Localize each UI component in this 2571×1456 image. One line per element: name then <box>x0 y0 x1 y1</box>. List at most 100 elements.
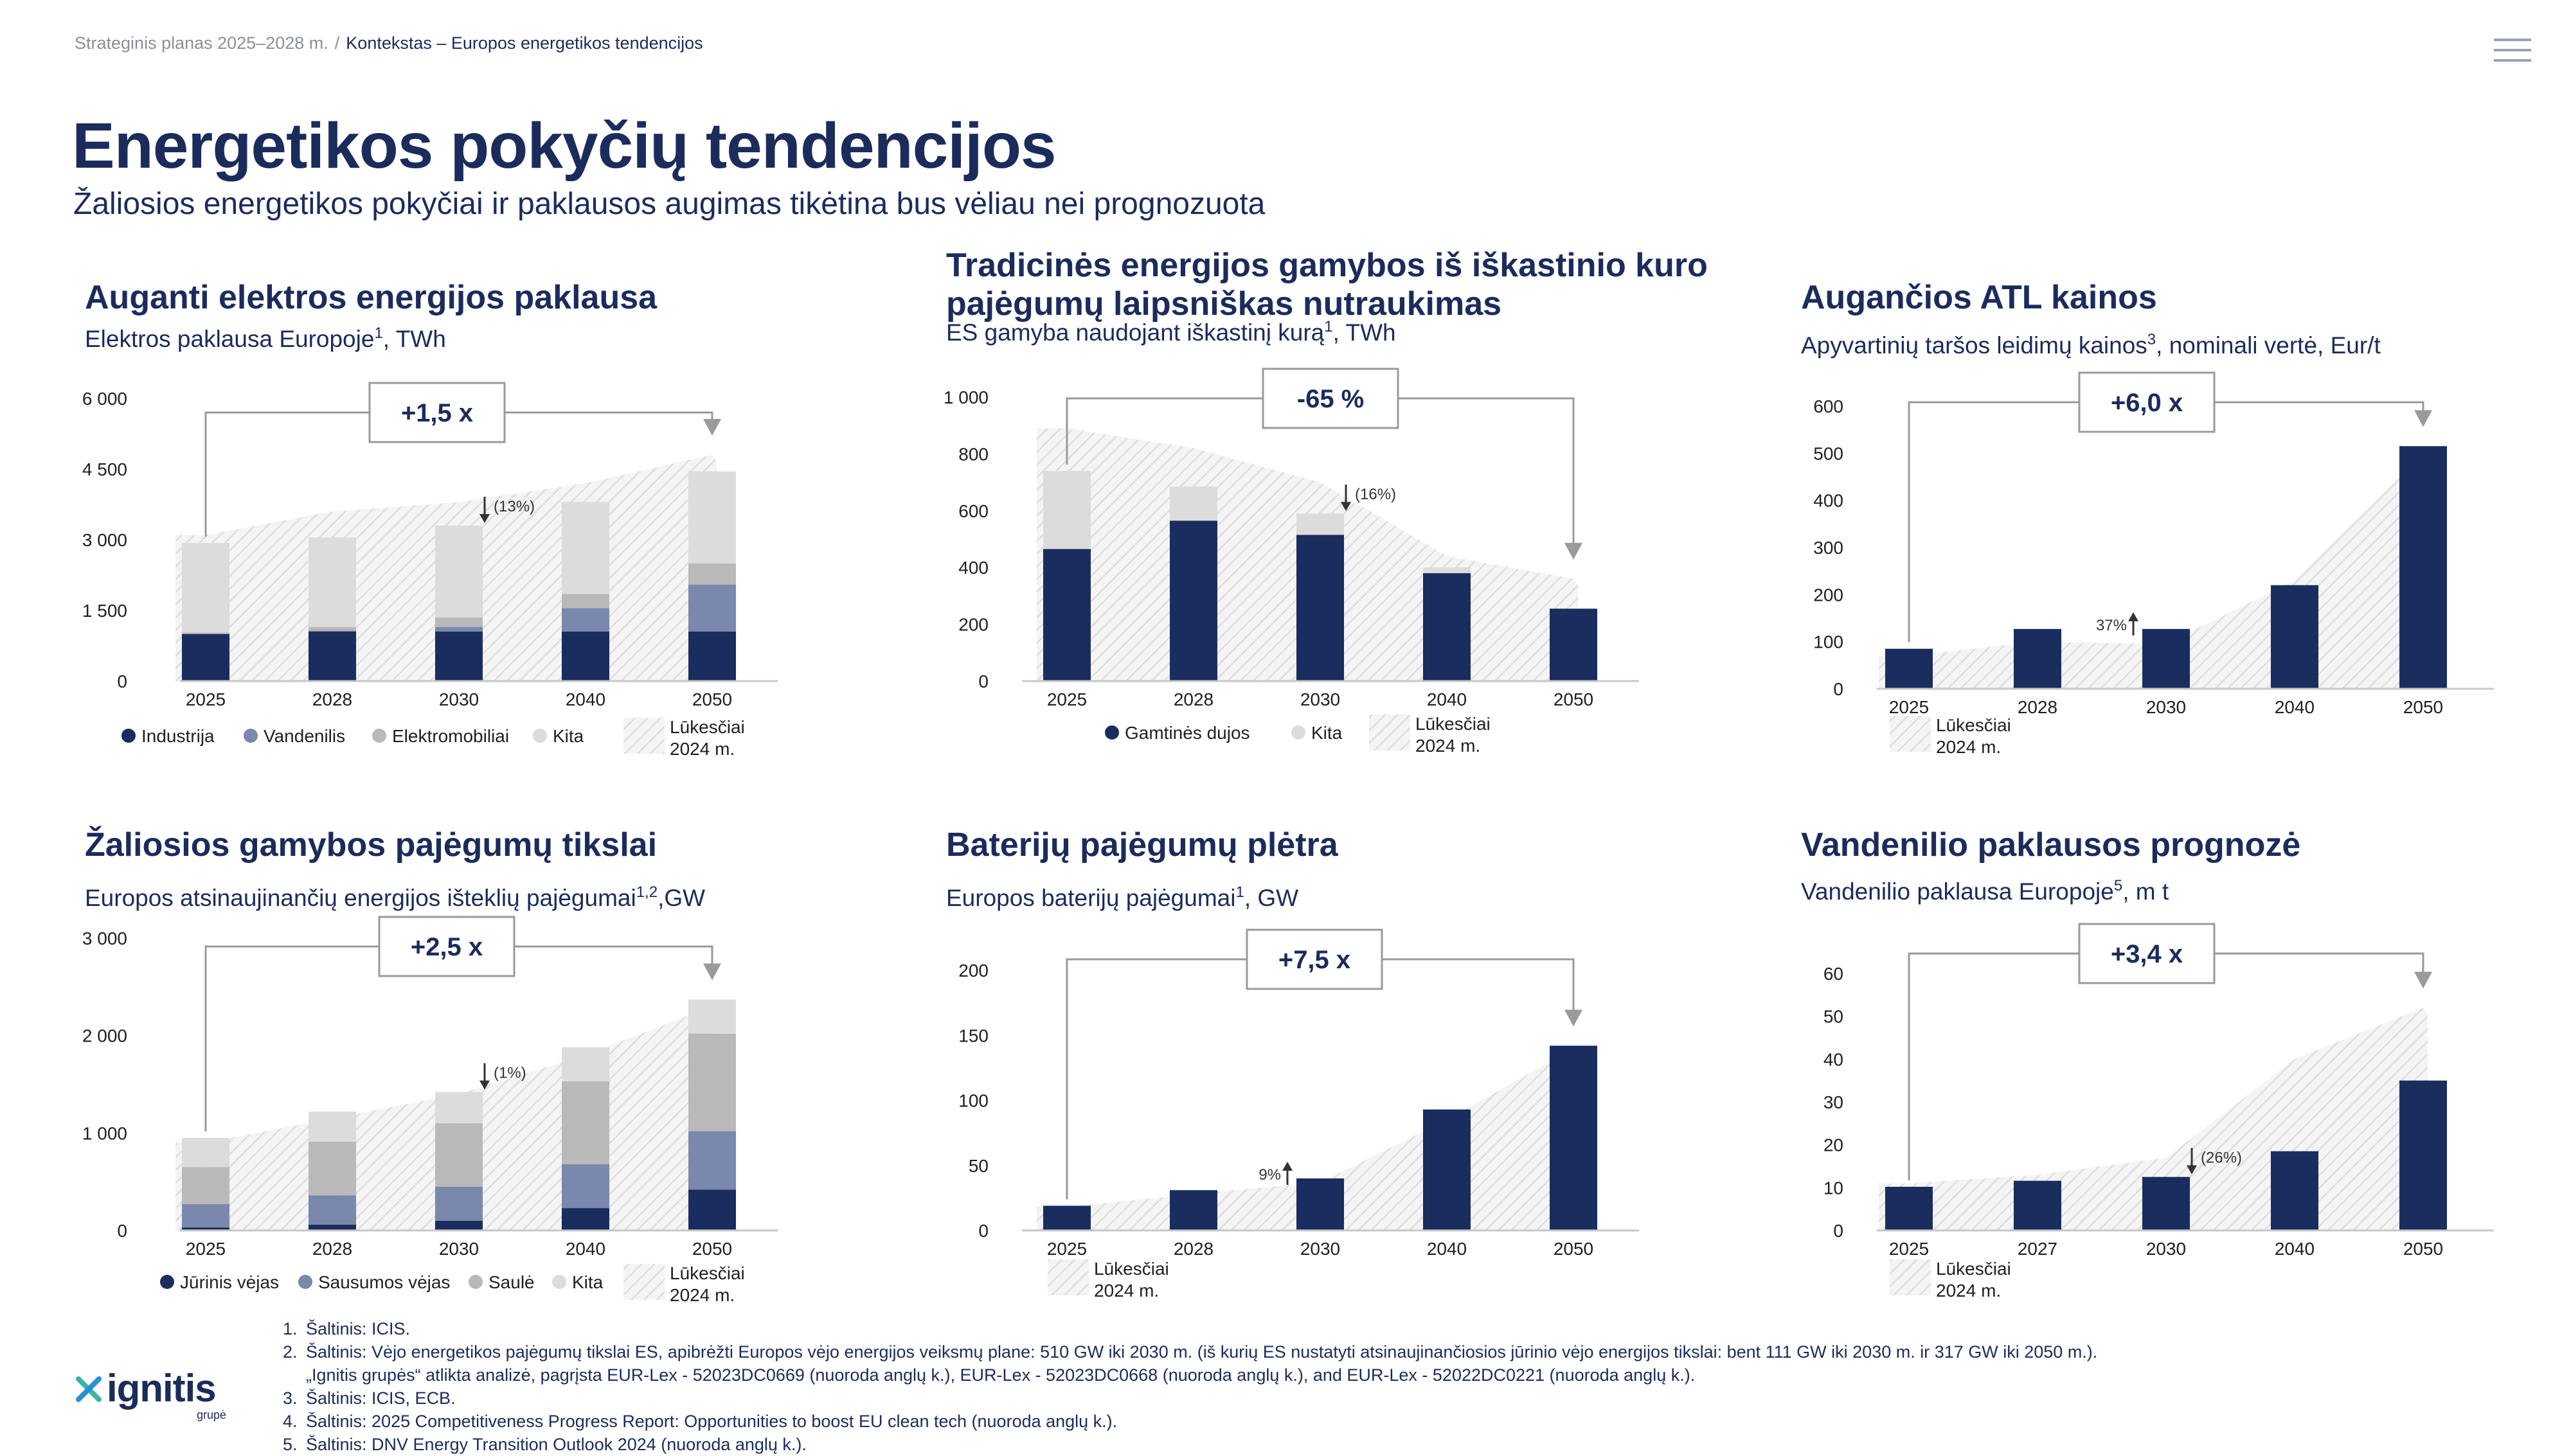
bar-2040-Industrija <box>562 632 609 681</box>
bar-2030-Elektromobiliai <box>435 617 483 627</box>
growth-label: +6,0 x <box>2111 389 2183 417</box>
legend-expectation-label: 2024 m. <box>1936 737 2001 757</box>
bar-2050-Kita <box>688 999 736 1034</box>
legend-label: Industrija <box>141 726 215 746</box>
legend-expectation-label: Lūkesčiai <box>1936 715 2011 735</box>
bar-2050 <box>2399 1080 2447 1230</box>
legend-label: Kita <box>572 1272 604 1292</box>
x-tick-label: 2050 <box>2403 1239 2443 1259</box>
growth-label-box <box>2078 371 2216 433</box>
legend-label: Vandenilis <box>264 726 345 746</box>
x-tick-label: 2025 <box>186 689 226 709</box>
y-tick-label: 50 <box>969 1156 989 1176</box>
bar-2028-Vandenilis <box>309 630 356 632</box>
bar-2025-Kita <box>182 1137 229 1167</box>
legend-expectation-label: Lūkesčiai <box>1415 714 1491 734</box>
chart-subtitle: ES gamyba naudojant iškastinį kurą1, TWh <box>946 318 1396 346</box>
bar-2025-Saulė <box>182 1167 229 1205</box>
legend-expectation-label: 2024 m. <box>1415 736 1480 756</box>
y-tick-label: 10 <box>1823 1178 1843 1198</box>
annotation-arrowhead <box>1341 502 1351 511</box>
legend-label: Kita <box>1311 723 1343 743</box>
bar-2040 <box>2271 1151 2318 1230</box>
growth-arrowhead <box>1564 542 1582 560</box>
annotation-label: (26%) <box>2201 1150 2242 1167</box>
legend-marker <box>1291 725 1305 740</box>
bar-2028-Kita <box>1170 486 1217 521</box>
y-tick-label: 4 500 <box>82 459 127 479</box>
chart-subtitle: Europos baterijų pajėgumai1, GW <box>946 883 1298 911</box>
bar-2050 <box>1550 1045 1597 1230</box>
x-tick-label: 2040 <box>2275 1239 2315 1259</box>
bar-2050-Kita <box>688 471 736 564</box>
legend-marker <box>372 729 386 743</box>
bar-2025-Elektromobiliai <box>182 632 229 634</box>
x-tick-label: 2040 <box>2275 697 2315 717</box>
annotation-label: (16%) <box>1355 486 1396 503</box>
x-tick-label: 2027 <box>2018 1239 2057 1259</box>
growth-label-box <box>368 382 506 443</box>
chart-title: Baterijų pajėgumų plėtra <box>946 826 1339 864</box>
growth-label: +1,5 x <box>401 399 473 427</box>
chart-panel-hydrogen-demand: Vandenilio paklausos prognozė Vandenilio … <box>1780 810 2571 1375</box>
bar-2040-Vandenilis <box>562 608 609 632</box>
y-tick-label: 1 000 <box>944 387 989 407</box>
y-tick-label: 400 <box>1813 491 1843 511</box>
growth-arrowhead <box>703 963 721 981</box>
annotation-arrowhead <box>2187 1165 2197 1175</box>
y-tick-label: 150 <box>958 1025 989 1045</box>
chart-title: Augančios ATL kainos <box>1801 279 2157 316</box>
bar-2025 <box>1885 648 1933 689</box>
chart-panel-battery-capacity: Baterijų pajėgumų plėtra Europos baterijų… <box>926 810 1761 1375</box>
legend-label: Kita <box>553 726 584 746</box>
bar-2030 <box>1296 1178 1344 1230</box>
x-tick-label: 2028 <box>1174 689 1214 709</box>
bar-2050-Sausumos vėjas <box>688 1131 736 1190</box>
legend-expectation-swatch <box>1369 715 1410 750</box>
bar-2028-Sausumos vėjas <box>309 1195 356 1225</box>
legend-expectation-swatch <box>1890 716 1931 752</box>
footnotes: 1. Šaltinis: ICIS. 2. Šaltinis: Vėjo energ… <box>283 1317 2097 1456</box>
y-tick-label: 30 <box>1823 1092 1843 1112</box>
breadcrumb-current: Kontekstas – Europos energetikos tendenc… <box>346 33 703 53</box>
y-tick-label: 0 <box>117 1221 127 1241</box>
legend-label: Elektromobiliai <box>392 726 509 746</box>
bar-2050-Jūrinis vėjas <box>688 1189 736 1230</box>
bar-2050-Industrija <box>688 632 736 681</box>
chart-title: Vandenilio paklausos prognozė <box>1801 826 2300 864</box>
annotation-arrowhead <box>1282 1162 1293 1171</box>
growth-arrowhead <box>703 419 721 436</box>
legend-expectation-swatch <box>1890 1259 1931 1295</box>
x-tick-label: 2030 <box>1300 1239 1340 1259</box>
y-tick-label: 0 <box>978 1221 989 1241</box>
y-tick-label: 20 <box>1823 1135 1843 1155</box>
bar-2028 <box>2014 628 2061 689</box>
page-subtitle: Žaliosios energetikos pokyčiai ir paklau… <box>73 187 1266 221</box>
x-tick-label: 2050 <box>692 1239 732 1259</box>
annotation-arrowhead <box>479 1080 490 1090</box>
x-tick-label: 2025 <box>1889 697 1929 717</box>
bar-2028-Elektromobiliai <box>309 626 356 631</box>
x-tick-label: 2025 <box>1889 1239 1929 1259</box>
bar-2028-Gamtinės dujos <box>1170 520 1217 681</box>
bar-2040-Saulė <box>562 1081 609 1164</box>
bar-2030-Industrija <box>435 632 483 681</box>
footnote-2-continued: „Ignitis grupės“ atlikta analizė, pagrįs… <box>306 1365 1696 1385</box>
annotation-arrowhead <box>479 514 490 523</box>
chart-title: pajėgumų laipsniškas nutraukimas <box>946 285 1501 323</box>
chart-subtitle: Apyvartinių taršos leidimų kainos3, nomi… <box>1801 331 2381 359</box>
ignitis-logo: ignitis grupė <box>75 1367 229 1421</box>
y-tick-label: 3 000 <box>82 928 127 948</box>
bar-2030 <box>2142 628 2190 689</box>
hamburger-menu-icon[interactable] <box>2494 39 2531 63</box>
bar-2030 <box>2142 1176 2190 1230</box>
bar-2050 <box>2399 446 2447 689</box>
y-tick-label: 3 000 <box>82 530 127 550</box>
chart-subtitle: Elektros paklausa Europoje1, TWh <box>85 324 446 352</box>
x-tick-label: 2040 <box>1427 689 1467 709</box>
x-tick-label: 2030 <box>2146 1239 2186 1259</box>
x-tick-label: 2025 <box>1047 1239 1087 1259</box>
legend-expectation-swatch <box>623 718 665 754</box>
bar-2028-Saulė <box>309 1141 356 1196</box>
breadcrumb-parent[interactable]: Strateginis planas 2025–2028 m. <box>75 33 328 53</box>
